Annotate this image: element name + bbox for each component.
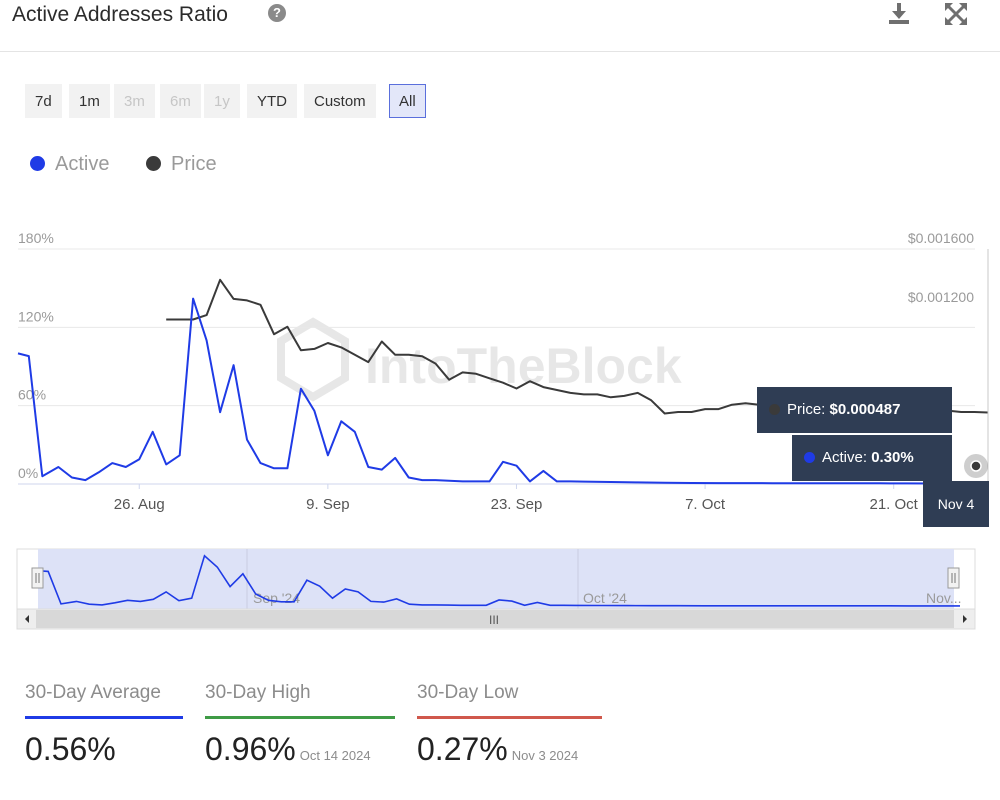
range-button-1m[interactable]: 1m: [69, 84, 110, 118]
tooltip-price-marker: [769, 403, 780, 415]
tooltip-price-label: Price:: [787, 401, 826, 418]
legend-marker-price: [146, 155, 161, 171]
stat-30day-low: 30-Day Low 0.27% Nov 3 2024: [417, 678, 602, 768]
scrollbar-grip: III: [489, 613, 499, 627]
y-axis-left: 0% 60% 120% 180%: [18, 230, 54, 481]
y-right-tick-label: $0.001200: [908, 289, 974, 305]
download-icon[interactable]: [887, 2, 911, 26]
navigator-series-active: [37, 554, 960, 607]
scroll-right-arrow-icon[interactable]: [963, 615, 967, 623]
stat-date: Nov 3 2024: [511, 748, 579, 763]
tooltip-active-label: Active:: [822, 449, 868, 466]
stat-value: 0.27% Nov 3 2024: [417, 731, 602, 768]
stat-underline: [25, 716, 183, 719]
stat-30day-high: 30-Day High 0.96% Oct 14 2024: [205, 678, 395, 768]
x-tick-label: 26. Aug: [114, 496, 165, 513]
legend-item-price[interactable]: Price: [146, 152, 217, 176]
y-left-tick-label: 120%: [18, 308, 54, 324]
stat-label: 30-Day Low: [417, 682, 519, 703]
scroll-left-arrow-icon[interactable]: [25, 615, 29, 623]
legend-label-active: Active: [55, 153, 110, 175]
x-tick-label: 9. Sep: [306, 496, 349, 513]
stat-value-text: 0.27%: [417, 731, 508, 767]
stat-value: 0.56%: [25, 731, 183, 768]
tooltip-active: Active: 0.30%: [792, 435, 952, 481]
watermark: IntoTheBlock: [277, 317, 682, 402]
range-button-1y[interactable]: 1y: [204, 84, 240, 118]
tooltip-active-marker: [804, 451, 815, 463]
x-axis: 26. Aug 9. Sep 23. Sep 7. Oct 21. Oct: [114, 484, 919, 513]
range-button-3m[interactable]: 3m: [114, 84, 155, 118]
stat-value-text: 0.96%: [205, 731, 296, 767]
stat-30day-average: 30-Day Average 0.56%: [25, 678, 183, 768]
expand-icon[interactable]: [944, 2, 968, 26]
stat-date: Oct 14 2024: [299, 748, 371, 763]
scrollbar-thumb[interactable]: [36, 610, 954, 628]
range-button-7d[interactable]: 7d: [25, 84, 62, 118]
navigator-label-sep: Sep '24: [253, 590, 300, 606]
legend-label-price: Price: [171, 153, 217, 175]
x-tick-label: 7. Oct: [685, 496, 726, 513]
tooltip-price-value: $0.000487: [829, 401, 901, 418]
range-button-all[interactable]: All: [389, 84, 426, 118]
stat-underline: [205, 716, 395, 719]
main-chart[interactable]: IntoTheBlock 0%60%120%180% $0.001200$0.0…: [0, 0, 1000, 540]
legend-item-active[interactable]: Active: [30, 152, 109, 176]
series-line-active: [17, 297, 988, 485]
stat-label: 30-Day Average: [25, 682, 161, 703]
range-button-custom[interactable]: Custom: [304, 84, 376, 118]
tooltip-active-value: 0.30%: [871, 449, 914, 466]
chart-header: Active Addresses Ratio ?: [0, 0, 1000, 52]
y-axis-right: $0.001200 $0.001600: [908, 230, 974, 305]
question-icon[interactable]: ?: [268, 4, 286, 22]
y-left-tick-label: 60%: [18, 387, 46, 403]
range-button-ytd[interactable]: YTD: [247, 84, 297, 118]
stat-value-text: 0.56%: [25, 731, 116, 767]
chart-title: Active Addresses Ratio: [12, 3, 228, 26]
y-right-tick-label: $0.001600: [908, 230, 974, 246]
stat-label: 30-Day High: [205, 682, 311, 703]
range-navigator[interactable]: Sep '24 Oct '24 Nov... III: [0, 540, 1000, 640]
y-left-tick-label: 180%: [18, 230, 54, 246]
navigator-handle-left[interactable]: [31, 567, 44, 589]
navigator-label-oct: Oct '24: [583, 590, 627, 606]
crosshair-date-label: Nov 4: [923, 481, 989, 527]
x-tick-label: 21. Oct: [870, 496, 919, 513]
tooltip-price: Price: $0.000487: [757, 387, 952, 433]
navigator-handle-right[interactable]: [947, 567, 960, 589]
stat-value: 0.96% Oct 14 2024: [205, 731, 395, 768]
stat-underline: [417, 716, 602, 719]
price-hover-marker: [970, 460, 982, 472]
legend-marker-active: [30, 155, 45, 171]
x-tick-label: 23. Sep: [491, 496, 543, 513]
y-left-tick-label: 0%: [18, 465, 38, 481]
range-button-6m[interactable]: 6m: [160, 84, 201, 118]
navigator-selection[interactable]: [38, 549, 954, 619]
navigator-label-nov: Nov...: [926, 590, 962, 606]
